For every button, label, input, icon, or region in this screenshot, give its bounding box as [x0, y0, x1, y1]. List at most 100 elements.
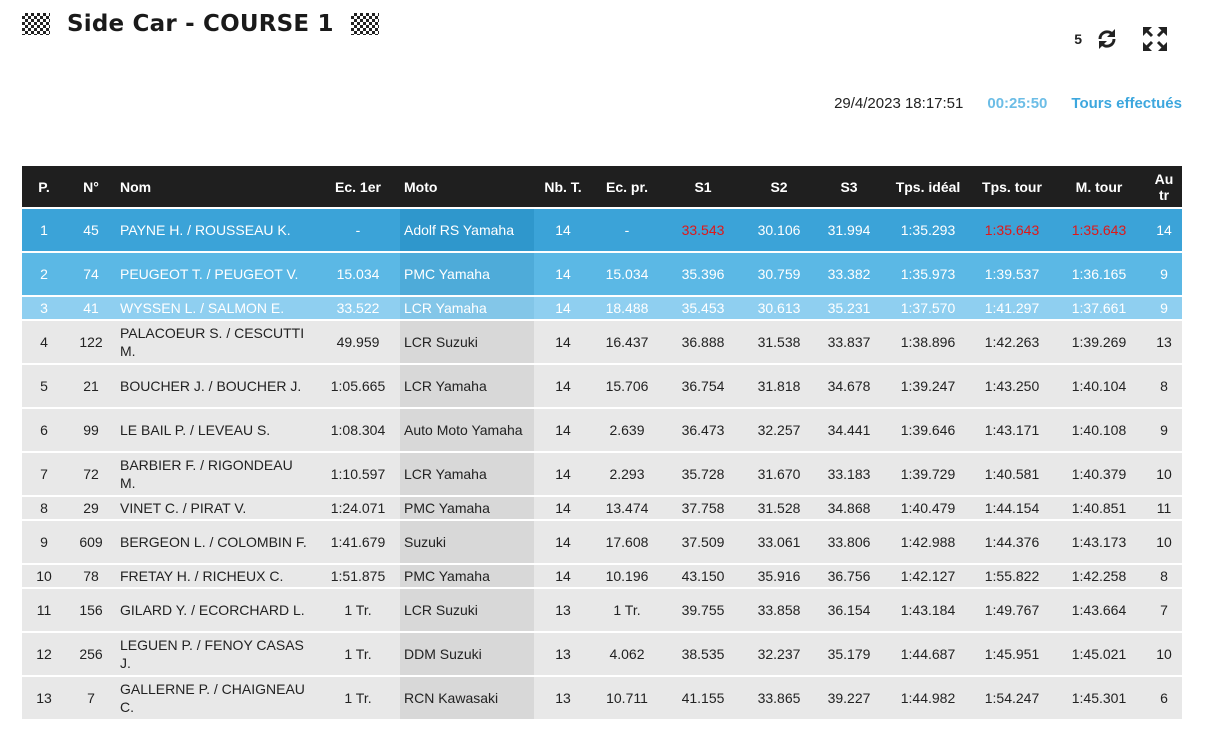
col-header-gap-first[interactable]: Ec. 1er: [316, 166, 400, 207]
toolbar: 5: [1074, 24, 1170, 54]
table-row[interactable]: 2 74 PEUGEOT T. / PEUGEOT V. 15.034 PMC Yama…: [22, 253, 1182, 295]
cell-name: WYSSEN L. / SALMON E.: [116, 297, 316, 319]
fullscreen-button[interactable]: [1140, 24, 1170, 54]
cell-moto: PMC Yamaha: [400, 565, 534, 587]
cell-au-tr: 9: [1146, 297, 1182, 319]
cell-number: 41: [66, 297, 116, 319]
cell-name: VINET C. / PIRAT V.: [116, 497, 316, 519]
cell-gap-first: 1 Tr.: [316, 677, 400, 719]
cell-moto: LCR Yamaha: [400, 365, 534, 407]
cell-gap-prev: 18.488: [592, 297, 662, 319]
cell-s2: 33.061: [744, 521, 814, 563]
table-row[interactable]: 3 41 WYSSEN L. / SALMON E. 33.522 LCR Yamaha…: [22, 297, 1182, 319]
cell-position: 11: [22, 589, 66, 631]
cell-number: 72: [66, 453, 116, 495]
cell-best-lap: 1:35.643: [1052, 209, 1146, 251]
cell-au-tr: 13: [1146, 321, 1182, 363]
cell-position: 3: [22, 297, 66, 319]
cell-au-tr: 8: [1146, 365, 1182, 407]
cell-ideal-time: 1:44.687: [884, 633, 972, 675]
cell-lap-time: 1:54.247: [972, 677, 1052, 719]
cell-laps: 14: [534, 453, 592, 495]
cell-number: 45: [66, 209, 116, 251]
col-header-name[interactable]: Nom: [116, 166, 316, 207]
col-header-moto[interactable]: Moto: [400, 166, 534, 207]
cell-name: PEUGEOT T. / PEUGEOT V.: [116, 253, 316, 295]
cell-gap-first: 1:05.665: [316, 365, 400, 407]
table-row[interactable]: 4 122 PALACOEUR S. / CESCUTTI M. 49.959 LCR …: [22, 321, 1182, 363]
cell-s2: 30.613: [744, 297, 814, 319]
col-header-number[interactable]: N°: [66, 166, 116, 207]
table-row[interactable]: 11 156 GILARD Y. / ECORCHARD L. 1 Tr. LCR Su…: [22, 589, 1182, 631]
refresh-button[interactable]: [1092, 24, 1122, 54]
cell-position: 9: [22, 521, 66, 563]
cell-gap-prev: 13.474: [592, 497, 662, 519]
cell-s2: 31.670: [744, 453, 814, 495]
cell-au-tr: 10: [1146, 633, 1182, 675]
cell-name: PALACOEUR S. / CESCUTTI M.: [116, 321, 316, 363]
cell-ideal-time: 1:38.896: [884, 321, 972, 363]
table-row[interactable]: 10 78 FRETAY H. / RICHEUX C. 1:51.875 PMC Ya…: [22, 565, 1182, 587]
col-header-lap-time[interactable]: Tps. tour: [972, 166, 1052, 207]
cell-au-tr: 9: [1146, 253, 1182, 295]
col-header-s2[interactable]: S2: [744, 166, 814, 207]
table-row[interactable]: 7 72 BARBIER F. / RIGONDEAU M. 1:10.597 LCR …: [22, 453, 1182, 495]
cell-gap-first: 15.034: [316, 253, 400, 295]
col-header-gap-prev[interactable]: Ec. pr.: [592, 166, 662, 207]
race-info-bar: 29/4/2023 18:17:51 00:25:50 Tours effect…: [834, 95, 1182, 112]
cell-position: 4: [22, 321, 66, 363]
cell-name: GILARD Y. / ECORCHARD L.: [116, 589, 316, 631]
cell-ideal-time: 1:39.646: [884, 409, 972, 451]
cell-au-tr: 8: [1146, 565, 1182, 587]
cell-best-lap: 1:43.173: [1052, 521, 1146, 563]
col-header-ideal-time[interactable]: Tps. idéal: [884, 166, 972, 207]
cell-best-lap: 1:43.664: [1052, 589, 1146, 631]
cell-number: 29: [66, 497, 116, 519]
cell-laps: 14: [534, 321, 592, 363]
cell-s1: 36.754: [662, 365, 744, 407]
table-row[interactable]: 1 45 PAYNE H. / ROUSSEAU K. - Adolf RS Yamah…: [22, 209, 1182, 251]
table-row[interactable]: 13 7 GALLERNE P. / CHAIGNEAU C. 1 Tr. RCN Ka…: [22, 677, 1182, 719]
col-header-position[interactable]: P.: [22, 166, 66, 207]
table-row[interactable]: 6 99 LE BAIL P. / LEVEAU S. 1:08.304 Auto Mo…: [22, 409, 1182, 451]
cell-position: 8: [22, 497, 66, 519]
cell-lap-time: 1:35.643: [972, 209, 1052, 251]
cell-lap-time: 1:40.581: [972, 453, 1052, 495]
cell-lap-time: 1:49.767: [972, 589, 1052, 631]
cell-gap-prev: 4.062: [592, 633, 662, 675]
cell-best-lap: 1:40.379: [1052, 453, 1146, 495]
cell-laps: 13: [534, 677, 592, 719]
cell-gap-prev: 10.196: [592, 565, 662, 587]
cell-s2: 33.865: [744, 677, 814, 719]
cell-lap-time: 1:39.537: [972, 253, 1052, 295]
cell-lap-time: 1:43.171: [972, 409, 1052, 451]
cell-name: BOUCHER J. / BOUCHER J.: [116, 365, 316, 407]
col-header-s1[interactable]: S1: [662, 166, 744, 207]
cell-s3: 33.183: [814, 453, 884, 495]
cell-gap-prev: 15.034: [592, 253, 662, 295]
table-row[interactable]: 5 21 BOUCHER J. / BOUCHER J. 1:05.665 LCR Ya…: [22, 365, 1182, 407]
cell-number: 256: [66, 633, 116, 675]
cell-name: FRETAY H. / RICHEUX C.: [116, 565, 316, 587]
cell-s1: 35.728: [662, 453, 744, 495]
cell-laps: 14: [534, 253, 592, 295]
cell-moto: Suzuki: [400, 521, 534, 563]
cell-ideal-time: 1:37.570: [884, 297, 972, 319]
table-row[interactable]: 8 29 VINET C. / PIRAT V. 1:24.071 PMC Yamaha…: [22, 497, 1182, 519]
cell-position: 10: [22, 565, 66, 587]
table-row[interactable]: 9 609 BERGEON L. / COLOMBIN F. 1:41.679 Suzu…: [22, 521, 1182, 563]
cell-name: PAYNE H. / ROUSSEAU K.: [116, 209, 316, 251]
cell-best-lap: 1:37.661: [1052, 297, 1146, 319]
col-header-au-tr[interactable]: Au tr: [1146, 166, 1182, 207]
tours-effectues-link[interactable]: Tours effectués: [1071, 95, 1182, 112]
cell-best-lap: 1:40.108: [1052, 409, 1146, 451]
table-row[interactable]: 12 256 LEGUEN P. / FENOY CASAS J. 1 Tr. DDM …: [22, 633, 1182, 675]
cell-s2: 30.106: [744, 209, 814, 251]
col-header-best-lap[interactable]: M. tour: [1052, 166, 1146, 207]
col-header-s3[interactable]: S3: [814, 166, 884, 207]
cell-au-tr: 10: [1146, 521, 1182, 563]
cell-s3: 36.154: [814, 589, 884, 631]
cell-s1: 43.150: [662, 565, 744, 587]
cell-ideal-time: 1:35.293: [884, 209, 972, 251]
col-header-laps[interactable]: Nb. T.: [534, 166, 592, 207]
